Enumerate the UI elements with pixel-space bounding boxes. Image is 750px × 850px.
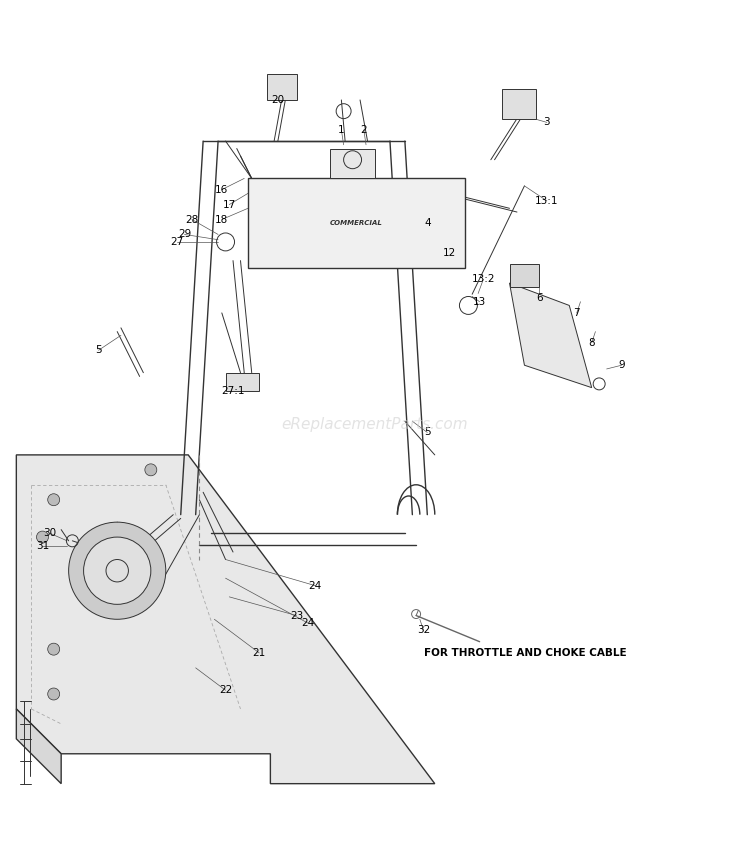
FancyBboxPatch shape [502,88,536,119]
Circle shape [48,643,60,655]
Text: 24: 24 [301,618,314,628]
Text: 16: 16 [215,184,229,195]
FancyBboxPatch shape [330,149,375,178]
Circle shape [48,688,60,700]
Text: 21: 21 [253,648,266,658]
Text: FOR THROTTLE AND CHOKE CABLE: FOR THROTTLE AND CHOKE CABLE [424,648,626,658]
Text: 6: 6 [536,293,543,303]
Text: 27: 27 [170,237,184,247]
Text: 29: 29 [178,230,191,240]
Polygon shape [16,709,62,784]
Text: 28: 28 [185,214,199,224]
Text: 5: 5 [95,345,102,355]
Text: 22: 22 [219,685,232,695]
FancyBboxPatch shape [267,74,296,100]
Text: COMMERCIAL: COMMERCIAL [330,220,382,226]
Text: 30: 30 [44,529,56,538]
Circle shape [69,522,166,620]
FancyBboxPatch shape [226,372,260,391]
Text: 7: 7 [574,308,580,318]
Circle shape [145,464,157,476]
FancyBboxPatch shape [509,264,539,286]
Circle shape [83,537,151,604]
Text: 4: 4 [424,218,430,229]
Text: 32: 32 [417,626,430,636]
Text: eReplacementParts.com: eReplacementParts.com [282,417,468,433]
Text: 20: 20 [272,95,284,105]
Text: 13:2: 13:2 [472,275,495,284]
FancyBboxPatch shape [248,178,465,268]
Circle shape [48,494,60,506]
Text: 2: 2 [361,125,367,135]
Text: 3: 3 [544,117,550,128]
Text: 13: 13 [473,297,486,307]
Text: 13:1: 13:1 [535,196,559,206]
Text: 9: 9 [618,360,625,371]
Polygon shape [509,283,592,388]
Text: 1: 1 [338,125,345,135]
Text: 23: 23 [290,610,303,620]
Text: 24: 24 [308,581,322,591]
Text: 5: 5 [424,428,430,438]
Text: 27:1: 27:1 [221,387,245,396]
Text: 18: 18 [215,214,229,224]
Circle shape [37,531,49,543]
Polygon shape [16,455,435,784]
Text: 31: 31 [36,541,49,551]
Text: 8: 8 [589,337,595,348]
Text: 17: 17 [223,200,236,210]
Text: 12: 12 [443,248,456,258]
